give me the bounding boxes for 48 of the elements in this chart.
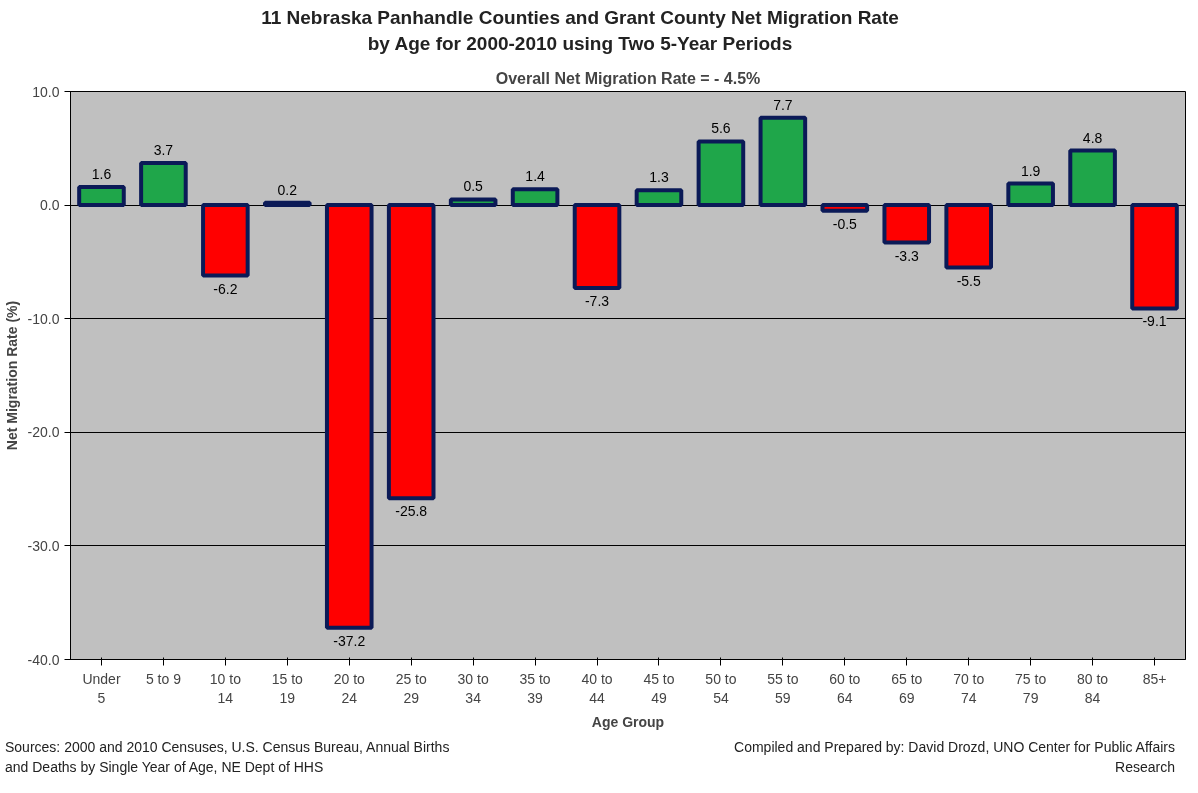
y-tick-label: 10.0	[32, 83, 60, 100]
data-label: 3.7	[153, 142, 174, 159]
x-tick-label: 15 to 19	[271, 670, 304, 706]
text: Compiled and Prepared by: David Drozd, UNO Center for Public Affairs Research	[733, 738, 1175, 777]
y-axis-title: Net Migration Rate (%)	[3, 300, 20, 451]
x-tick-label: 50 to 54	[705, 670, 737, 706]
data-label: -6.2	[213, 280, 238, 297]
x-tick-label: 45 to 49	[643, 670, 675, 706]
source-note: Sources: 2000 and 2010 Censuses, U.S. Census Bureau, Annual Births and Deaths by Single Year of Age, NE Dept of HHS	[5, 738, 451, 777]
y-tick-label: -20.0	[27, 424, 60, 441]
x-tick-label: 75 to 79	[1015, 670, 1047, 706]
chart-title: 11 Nebraska Panhandle Counties and Grant County Net Migration Rate by Age for 2000-2010 using Two 5-Year Periods	[260, 6, 900, 56]
x-tick-label: 80 to 84	[1077, 670, 1109, 706]
x-tick-label: 25 to 29	[395, 670, 427, 706]
data-label: -5.5	[956, 272, 981, 289]
y-tick-label: 0.0	[40, 197, 60, 214]
data-label: -25.8	[395, 503, 428, 520]
x-tick-label: Under 5	[82, 670, 121, 706]
x-tick-label: 65 to 69	[891, 670, 923, 706]
data-label: 4.8	[1082, 129, 1103, 146]
x-axis-title: Age Group	[591, 713, 665, 730]
data-label: 0.2	[277, 181, 298, 198]
x-tick-label: 35 to 39	[519, 670, 551, 706]
x-tick-label: 30 to 34	[457, 670, 489, 706]
x-tick-label: 20 to 24	[333, 670, 366, 706]
data-label: 1.3	[649, 169, 669, 186]
data-label: 1.6	[91, 165, 112, 182]
data-label: 1.4	[525, 168, 546, 185]
x-tick-label: 60 to 64	[829, 670, 861, 706]
y-tick-label: -10.0	[27, 310, 60, 327]
data-label: -0.5	[832, 215, 858, 232]
data-label: 7.7	[773, 96, 793, 113]
data-label: -9.1	[1142, 313, 1167, 330]
data-label: -3.3	[894, 247, 920, 264]
x-tick-label: 55 to 59	[767, 670, 799, 706]
y-tick-label: -40.0	[27, 651, 60, 668]
data-label: -37.2	[333, 632, 366, 649]
x-tick-label: 5 to 9	[145, 670, 182, 687]
chart-subtitle: Overall Net Migration Rate = - 4.5%	[495, 69, 761, 87]
data-label: -7.3	[584, 293, 610, 310]
x-tick-label: 70 to 74	[953, 670, 985, 706]
x-tick-label: 40 to 44	[581, 670, 613, 706]
y-tick-label: -30.0	[27, 537, 60, 554]
x-tick-label: 10 to 14	[209, 670, 242, 706]
data-label: 5.6	[711, 120, 731, 137]
data-label: 1.9	[1020, 162, 1041, 179]
x-tick-label: 85+	[1142, 670, 1167, 687]
data-label: 0.5	[463, 178, 484, 195]
